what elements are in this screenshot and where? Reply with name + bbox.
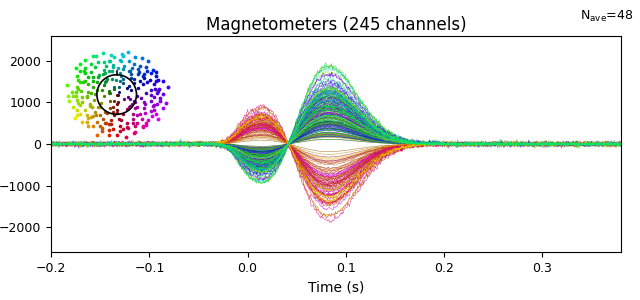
Title: Magnetometers (245 channels): Magnetometers (245 channels): [205, 16, 467, 34]
X-axis label: Time (s): Time (s): [308, 280, 364, 294]
Text: N$_{\rm ave}$=48: N$_{\rm ave}$=48: [580, 9, 634, 24]
